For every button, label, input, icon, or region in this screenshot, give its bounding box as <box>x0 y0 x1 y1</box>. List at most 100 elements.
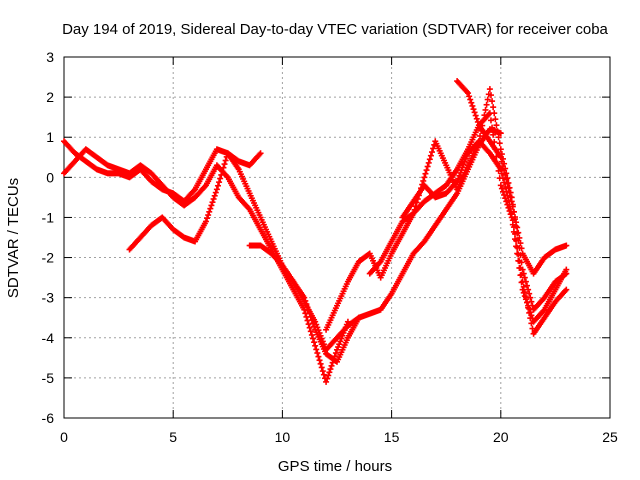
data-point <box>502 171 509 178</box>
gridlines <box>64 57 610 418</box>
data-point <box>482 106 489 113</box>
data-point <box>430 145 437 152</box>
data-point <box>477 133 484 140</box>
data-point <box>501 179 508 186</box>
data-point <box>204 215 211 222</box>
data-point <box>429 149 436 156</box>
data-point <box>461 158 468 165</box>
data-point <box>514 244 521 251</box>
y-tick-label: -3 <box>42 290 55 306</box>
data-point <box>486 86 493 93</box>
data-point <box>490 104 497 111</box>
data-point <box>331 353 338 360</box>
data-point <box>218 171 225 178</box>
data-point <box>463 153 470 160</box>
data-point <box>409 211 416 218</box>
data-series <box>61 78 570 385</box>
data-point <box>327 366 334 373</box>
data-point <box>506 201 513 208</box>
y-axis-label: SDTVAR / TECUs <box>5 178 22 298</box>
data-point <box>305 321 312 328</box>
data-point <box>457 169 464 176</box>
data-point <box>497 166 504 173</box>
y-tick-label: -6 <box>42 410 55 426</box>
data-point <box>257 150 264 157</box>
series-8 <box>399 138 570 337</box>
data-point <box>528 298 535 305</box>
data-point <box>472 112 479 119</box>
data-point <box>207 205 214 212</box>
data-point <box>312 318 319 325</box>
data-point <box>326 369 333 376</box>
data-point <box>492 116 499 123</box>
data-point <box>473 115 480 122</box>
y-tick-label: 3 <box>46 49 54 65</box>
data-point <box>315 353 322 360</box>
data-point <box>483 101 490 108</box>
series-4 <box>246 126 504 353</box>
data-point <box>467 96 474 103</box>
data-point <box>212 189 219 196</box>
y-tick-label: 2 <box>46 89 54 105</box>
y-tick-label: 0 <box>46 169 54 185</box>
data-point <box>525 304 532 311</box>
data-point <box>316 357 323 364</box>
data-point <box>522 294 529 301</box>
data-point <box>458 167 465 174</box>
data-point <box>427 152 434 159</box>
data-point <box>491 110 498 117</box>
data-point <box>471 109 478 116</box>
y-tick-label: -2 <box>42 250 55 266</box>
data-point <box>507 211 514 218</box>
data-point <box>516 234 523 241</box>
data-point <box>308 331 315 338</box>
data-point <box>526 309 533 316</box>
data-point <box>420 177 427 184</box>
data-point <box>468 99 475 106</box>
x-axis-label: GPS time / hours <box>278 458 392 475</box>
data-point <box>202 218 209 225</box>
data-point <box>480 117 487 124</box>
y-tick-labels: -6 -5 -4 -3 -2 -1 0 1 2 3 <box>42 49 55 426</box>
data-point <box>337 338 344 345</box>
data-point <box>508 198 515 205</box>
data-point <box>309 335 316 342</box>
data-point <box>318 335 325 342</box>
x-tick-label: 15 <box>384 429 400 445</box>
x-tick-label: 0 <box>60 429 68 445</box>
data-point <box>498 170 505 177</box>
data-point <box>515 229 522 236</box>
data-point <box>505 185 512 192</box>
data-point <box>506 189 513 196</box>
data-point <box>411 206 418 213</box>
data-point <box>497 130 504 137</box>
data-point <box>426 156 433 163</box>
data-point <box>505 197 512 204</box>
data-point <box>328 362 335 369</box>
data-point <box>527 315 534 322</box>
data-point <box>494 128 501 135</box>
data-point <box>319 368 326 375</box>
data-point <box>332 350 339 357</box>
data-point <box>306 324 313 331</box>
series-5 <box>323 110 570 333</box>
data-point <box>517 264 524 271</box>
data-point <box>497 182 504 189</box>
data-point <box>498 158 505 165</box>
data-point <box>314 350 321 357</box>
data-point <box>221 161 228 168</box>
data-point <box>222 157 229 164</box>
data-point <box>563 242 570 249</box>
data-point <box>509 217 516 224</box>
data-point <box>497 154 504 161</box>
data-point <box>496 140 503 147</box>
data-point <box>336 341 343 348</box>
series-7 <box>454 78 570 277</box>
chart-title: Day 194 of 2019, Sidereal Day-to-day VTE… <box>62 21 608 38</box>
data-point <box>507 206 514 213</box>
data-point <box>498 185 505 192</box>
data-point <box>504 180 511 187</box>
data-point <box>527 309 534 316</box>
data-point <box>501 167 508 174</box>
data-point <box>335 344 342 351</box>
